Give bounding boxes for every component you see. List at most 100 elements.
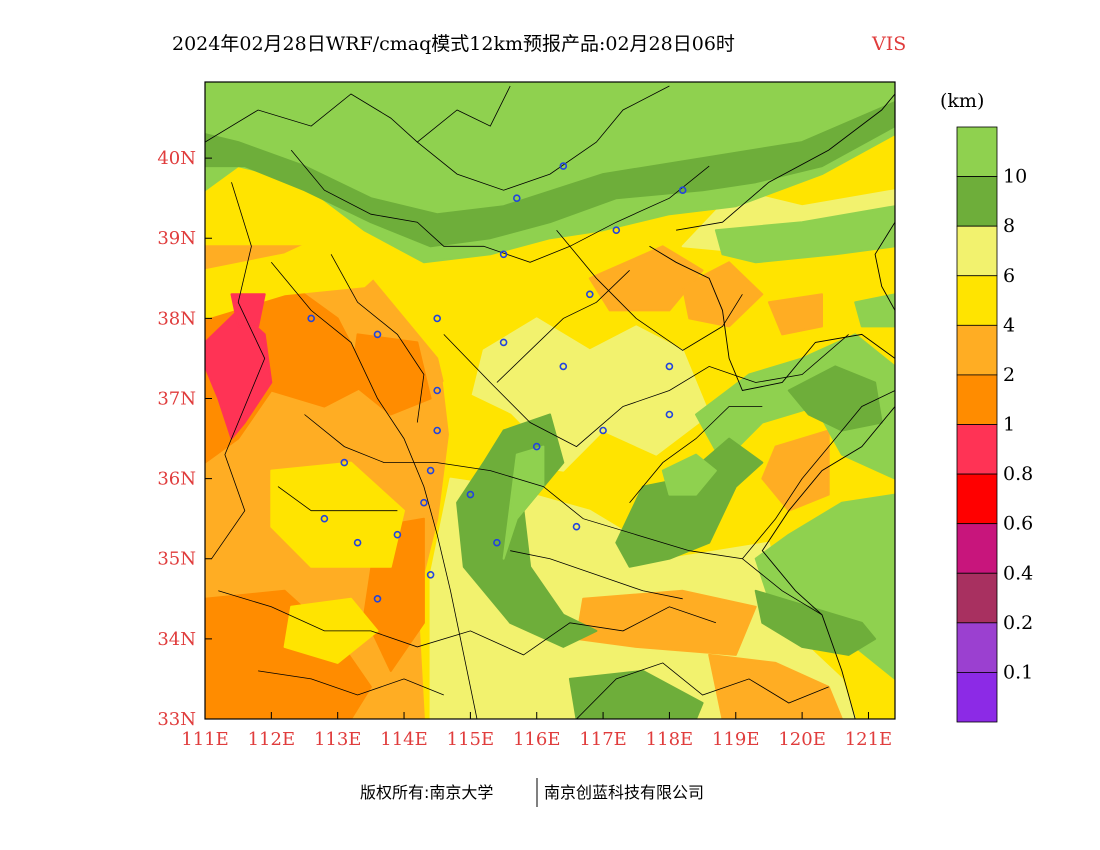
y-tick-label-0: 40N (157, 148, 196, 169)
y-axis: 40N 39N 38N 37N 36N 35N 34N 33N (157, 148, 212, 730)
city-marker-6 (373, 330, 382, 339)
colorbar-swatch-9 (956, 572, 998, 624)
colorbar-label-10: 0.1 (1003, 661, 1033, 683)
vis-region-23 (714, 205, 895, 264)
x-tick-label-3: 114E (380, 729, 428, 750)
vis-region-32 (661, 453, 717, 496)
chart-title: 2024年02月28日WRF/cmaq模式12km预报产品:02月28日06时 (172, 33, 735, 55)
vis-region-14 (708, 653, 843, 719)
city-marker-25 (572, 522, 581, 531)
city-marker-1 (512, 194, 521, 202)
province-boundary-6 (443, 334, 849, 448)
province-boundary-10 (576, 662, 829, 719)
province-boundary-12 (330, 254, 425, 423)
vis-region-17 (761, 429, 830, 512)
chart-variable: VIS (871, 33, 906, 55)
y-tick-label-7: 33N (157, 709, 196, 730)
colorbar-label-3: 4 (1003, 314, 1015, 336)
province-boundary-1 (290, 149, 710, 263)
colorbar-label-2: 6 (1003, 265, 1015, 287)
colorbar-swatch-2 (956, 225, 998, 277)
colorbar-label-0: 10 (1003, 166, 1027, 188)
colorbar-unit: (km) (940, 90, 984, 112)
city-marker-18 (420, 498, 428, 507)
province-boundary-0 (205, 85, 511, 143)
colorbar-swatch-0 (956, 126, 998, 177)
vis-region-24 (854, 293, 895, 328)
vis-region-31 (615, 437, 764, 568)
province-boundary-11 (742, 390, 895, 559)
province-boundary-3 (211, 182, 266, 559)
city-marker-0 (559, 162, 568, 170)
province-boundary-5 (304, 414, 823, 616)
city-marker-21 (320, 514, 329, 523)
vis-region-5 (270, 461, 405, 568)
y-tick-label-6: 34N (157, 629, 196, 650)
vis-region-29 (456, 413, 598, 648)
plot-area (204, 81, 896, 720)
city-marker-16 (340, 458, 349, 467)
coastline-yellow-sea (761, 406, 895, 719)
city-marker-8 (499, 338, 508, 347)
city-marker-17 (426, 466, 435, 475)
colorbar-swatch-4 (956, 324, 998, 376)
colorbar-label-1: 8 (1003, 215, 1015, 237)
vis-region-22 (205, 101, 895, 248)
vis-region-28 (754, 589, 877, 656)
footer-company: 南京创蓝科技有限公司 (544, 783, 704, 802)
x-tick-label-10: 121E (845, 729, 893, 750)
coastline-bohai (649, 93, 895, 392)
vis-region-7 (205, 213, 419, 320)
city-marker-19 (466, 490, 475, 499)
colorbar-label-5: 1 (1003, 414, 1015, 436)
city-marker-20 (532, 442, 541, 451)
x-tick-label-4: 115E (447, 729, 495, 750)
vis-region-20 (230, 293, 266, 328)
province-boundary-15 (277, 486, 398, 512)
x-axis: 111E 112E 113E 114E 115E 116E 117E 118E 119E 120E… (181, 712, 892, 750)
city-marker-9 (559, 362, 568, 371)
colorbar: 10 8 6 4 2 1 0.8 0.6 0.4 0.2 0.1 (956, 126, 1033, 723)
vis-region-33 (568, 669, 704, 719)
colorbar-swatch-1 (956, 176, 998, 227)
vis-region-16 (681, 261, 764, 328)
city-marker-4 (499, 250, 508, 259)
colorbar-label-4: 2 (1003, 364, 1015, 386)
footer-copyright: 版权所有:南京大学 (360, 783, 493, 802)
colorbar-label-7: 0.6 (1003, 513, 1033, 535)
city-marker-12 (665, 410, 674, 419)
x-tick-label-1: 112E (248, 729, 296, 750)
y-tick-label-3: 37N (157, 388, 196, 409)
x-tick-label-5: 116E (513, 729, 561, 750)
colorbar-swatch-7 (956, 473, 998, 525)
y-tick-label-4: 36N (157, 469, 196, 490)
colorbar-swatch-5 (956, 374, 998, 425)
city-marker-26 (426, 570, 435, 579)
x-tick-label-9: 120E (778, 729, 826, 750)
city-marker-7 (433, 314, 442, 323)
x-tick-label-2: 113E (314, 729, 362, 750)
x-tick-label-7: 118E (646, 729, 694, 750)
city-marker-24 (493, 538, 501, 547)
province-boundary-7 (556, 229, 743, 351)
colorbar-swatch-3 (956, 275, 998, 326)
colorbar-label-8: 0.4 (1003, 562, 1033, 584)
province-boundary-9 (258, 670, 444, 696)
province-boundary-14 (629, 406, 763, 503)
x-tick-label-8: 119E (712, 729, 760, 750)
y-tick-label-2: 38N (157, 308, 196, 329)
city-marker-11 (665, 362, 674, 371)
city-marker-5 (307, 314, 316, 323)
province-boundary-2 (417, 85, 670, 191)
y-tick-label-1: 39N (157, 228, 196, 249)
colorbar-swatch-6 (956, 424, 998, 475)
province-boundary-8 (218, 590, 717, 656)
vis-region-3 (205, 589, 372, 719)
x-tick-label-6: 117E (579, 729, 627, 750)
city-marker-3 (678, 186, 687, 194)
colorbar-swatch-10 (956, 622, 998, 673)
city-marker-10 (585, 290, 594, 299)
colorbar-swatch-11 (956, 672, 998, 723)
vis-region-18 (767, 293, 823, 336)
